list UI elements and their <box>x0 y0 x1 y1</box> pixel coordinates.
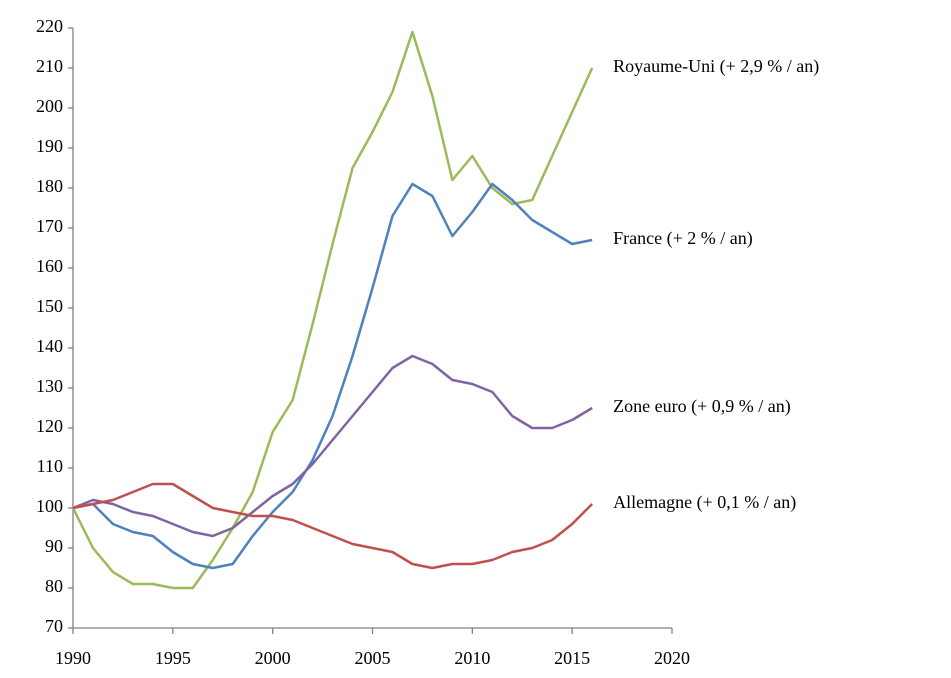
y-tick-label: 150 <box>36 296 63 316</box>
y-tick-label: 110 <box>37 456 63 476</box>
y-tick-label: 140 <box>36 336 63 356</box>
series-label: Allemagne (+ 0,1 % / an) <box>613 492 796 513</box>
y-tick-label: 190 <box>36 136 63 156</box>
x-tick-label: 1995 <box>155 648 191 668</box>
x-tick-label: 2005 <box>355 648 391 668</box>
series-label: Royaume-Uni (+ 2,9 % / an) <box>613 56 819 77</box>
x-tick-label: 1990 <box>55 648 91 668</box>
y-tick-label: 70 <box>45 616 63 636</box>
series-line <box>72 482 594 570</box>
y-tick-label: 80 <box>45 576 63 596</box>
x-tick-label: 2015 <box>554 648 590 668</box>
y-tick-label: 90 <box>45 536 63 556</box>
series-line <box>72 354 593 538</box>
series-line <box>72 182 593 570</box>
y-tick-label: 100 <box>36 496 63 516</box>
x-tick-label: 2010 <box>454 648 490 668</box>
y-tick-label: 170 <box>36 216 63 236</box>
y-tick-label: 200 <box>36 96 63 116</box>
x-tick-label: 2000 <box>255 648 291 668</box>
y-tick-label: 220 <box>36 16 63 36</box>
y-tick-label: 130 <box>36 376 63 396</box>
y-tick-label: 160 <box>36 256 63 276</box>
x-tick-label: 2020 <box>654 648 690 668</box>
series-label: France (+ 2 % / an) <box>613 228 753 249</box>
y-tick-label: 180 <box>36 176 63 196</box>
series-label: Zone euro (+ 0,9 % / an) <box>613 396 791 417</box>
y-tick-label: 120 <box>36 416 63 436</box>
series-line <box>71 30 594 590</box>
y-tick-label: 210 <box>36 56 63 76</box>
